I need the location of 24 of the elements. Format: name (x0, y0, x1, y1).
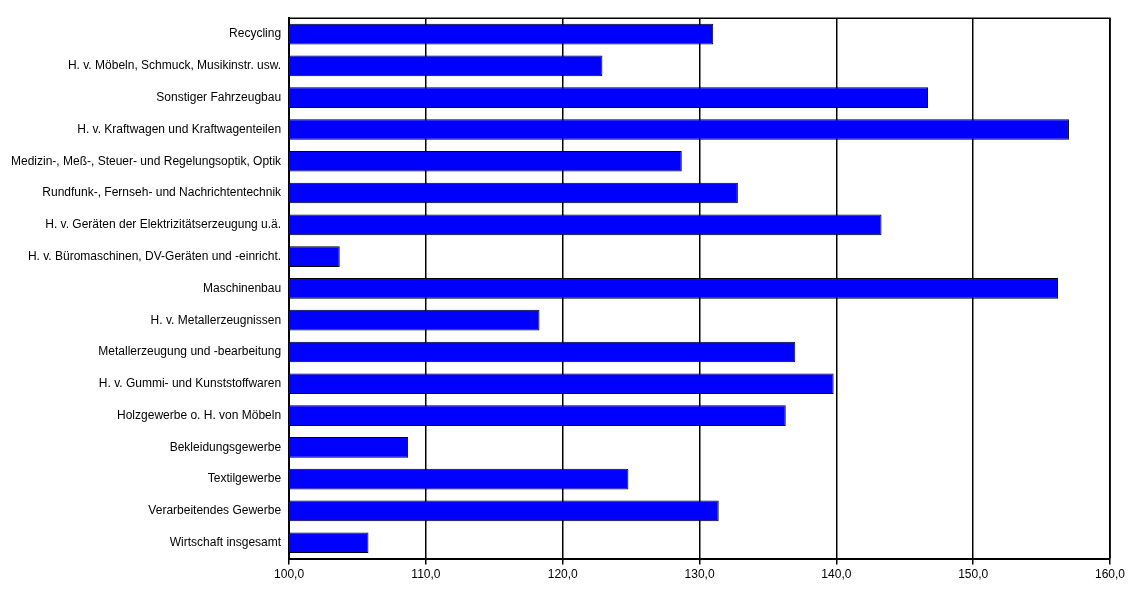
y-tick-label: Verarbeitendes Gewerbe (148, 503, 282, 518)
y-tick-label: Recycling (229, 26, 282, 41)
y-tick-label: H. v. Geräten der Elektrizitätserzeugung u.ä. (45, 217, 282, 232)
y-tick-label: Maschinenbau (203, 280, 282, 295)
y-tick-label: H. v. Gummi- und Kunststoffwaren (98, 376, 282, 391)
x-tick-label: 100,0 (274, 567, 305, 582)
x-tick-label: 110,0 (411, 567, 441, 582)
y-tick-label: Bekleidungsgewerbe (169, 439, 282, 454)
y-tick-label: H. v. Büromaschinen, DV-Geräten und -einricht. (27, 248, 282, 263)
x-tick-label: 160,0 (1094, 567, 1126, 582)
y-tick-label: Medizin-, Meß-, Steuer- und Regelungsoptik, Optik (10, 153, 283, 168)
y-tick-label: Sonstiger Fahrzeugbau (156, 89, 282, 104)
x-tick-label: 120,0 (547, 567, 579, 582)
y-tick-label: H. v. Möbeln, Schmuck, Musikinstr. usw. (67, 58, 282, 73)
x-tick-label: 150,0 (958, 567, 989, 582)
y-tick-label: Wirtschaft insgesamt (169, 535, 282, 550)
y-tick-label: H. v. Kraftwagen und Kraftwagenteilen (77, 121, 282, 136)
y-tick-label: Holzgewerbe o. H. von Möbeln (117, 407, 282, 422)
x-tick-label: 130,0 (684, 567, 715, 582)
y-tick-label: Metallerzeugung und -bearbeitung (98, 344, 282, 359)
y-tick-label: Rundfunk-, Fernseh- und Nachrichtentechnik (42, 185, 283, 200)
y-tick-label: Textilgewerbe (207, 471, 282, 486)
x-tick-label: 140,0 (821, 567, 852, 582)
y-tick-label: H. v. Metallerzeugnissen (150, 312, 282, 327)
